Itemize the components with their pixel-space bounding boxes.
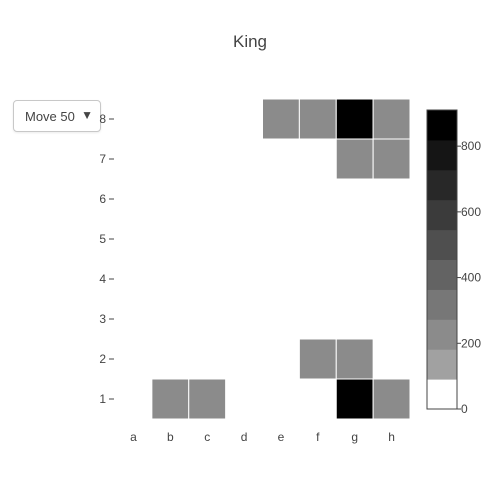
colorbar-tick-label: 0 — [461, 402, 468, 416]
triangle-down-icon: ▼ — [81, 108, 93, 122]
colorbar-segment — [427, 379, 457, 410]
colorbar-tick-label: 200 — [461, 336, 481, 350]
x-tick-label: e — [278, 430, 285, 444]
heatmap-cell-h8 — [372, 98, 411, 140]
heatmap-cell-h7 — [372, 138, 411, 180]
x-tick-label: b — [167, 430, 174, 444]
y-tick-label: 1 — [99, 392, 106, 406]
y-tick-label: 4 — [99, 272, 106, 286]
y-tick-label: 3 — [99, 312, 106, 326]
x-tick-label: g — [351, 430, 358, 444]
y-tick-label: 6 — [99, 192, 106, 206]
colorbar-segment — [427, 229, 457, 260]
colorbar-tick-label: 800 — [461, 139, 481, 153]
x-tick-label: d — [241, 430, 248, 444]
heatmap-cell-b1 — [151, 378, 190, 420]
x-tick-label: h — [388, 430, 395, 444]
heatmap-cell-g7 — [335, 138, 374, 180]
colorbar-tick-label: 400 — [461, 271, 481, 285]
y-tick-label: 2 — [99, 352, 106, 366]
colorbar-tick-label: 600 — [461, 205, 481, 219]
colorbar-segment — [427, 349, 457, 380]
colorbar-outline — [426, 109, 458, 410]
x-tick-label: f — [316, 430, 320, 444]
heatmap-cell-g1 — [335, 378, 374, 420]
move-dropdown[interactable]: Move 50 ▼ — [13, 100, 101, 132]
chart-title: King — [232, 32, 268, 51]
heatmap-cell-e8 — [262, 98, 300, 140]
colorbar-segment — [427, 319, 457, 350]
heatmap-cell-g2 — [335, 338, 374, 380]
colorbar-segment — [427, 289, 457, 320]
heatmap-cell-h1 — [372, 378, 411, 420]
heatmap-cell-g8 — [335, 98, 374, 140]
y-tick-label: 5 — [99, 232, 106, 246]
colorbar-segment — [427, 139, 457, 171]
x-tick-label: a — [130, 430, 137, 444]
heatmap-cell-c1 — [188, 378, 227, 420]
colorbar-segment — [427, 169, 457, 201]
colorbar-segment — [427, 110, 457, 141]
colorbar-segment — [427, 199, 457, 231]
heatmap-cell-f8 — [298, 98, 337, 140]
x-tick-label: c — [204, 430, 210, 444]
colorbar-segment — [427, 259, 457, 290]
move-dropdown-label: Move 50 — [25, 109, 75, 124]
y-tick-label: 8 — [99, 112, 106, 126]
y-tick-label: 7 — [99, 152, 106, 166]
heatmap-cell-f2 — [298, 338, 337, 380]
